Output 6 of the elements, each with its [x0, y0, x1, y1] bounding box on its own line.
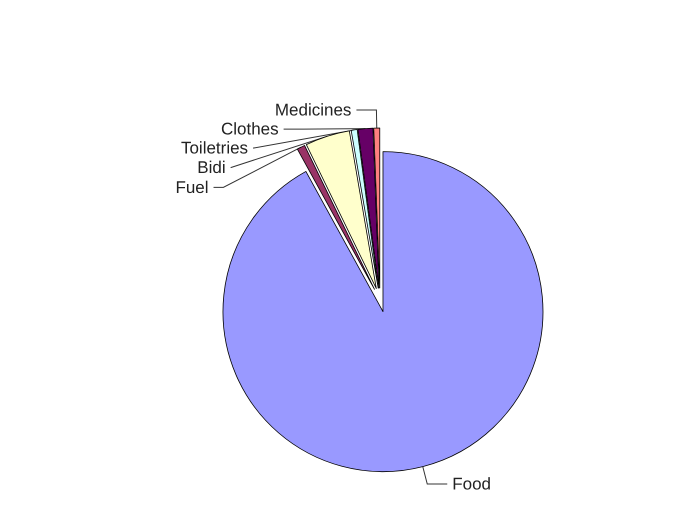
slice-label: Clothes	[220, 120, 279, 139]
slice-label: Toiletries	[180, 138, 248, 158]
slice-label: Bidi	[197, 158, 226, 178]
slice-label: Fuel	[175, 178, 209, 197]
slice-label: Medicines	[274, 100, 352, 120]
slice-label: Food	[452, 474, 491, 494]
